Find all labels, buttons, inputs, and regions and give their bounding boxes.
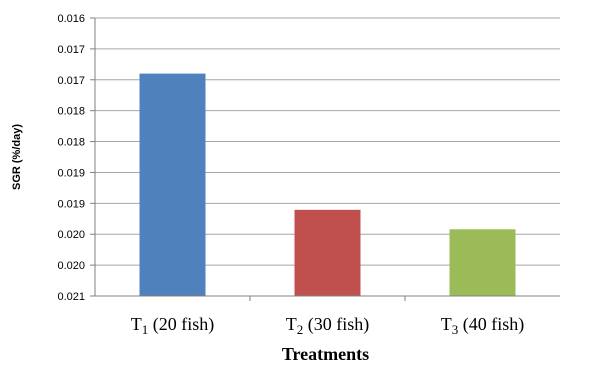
- y-tick-label: 0.016: [57, 13, 85, 25]
- y-tick-label: 0.020: [57, 229, 85, 241]
- y-tick-label: 0.020: [57, 260, 85, 272]
- y-tick-labels: 0.021 0.020 0.020 0.019 0.019 0.018 0.018 0.017…: [57, 13, 85, 303]
- y-tick-label: 0.018: [57, 137, 85, 149]
- y-tick-label: 0.017: [57, 44, 85, 56]
- bar: [294, 209, 361, 296]
- y-tick-label: 0.021: [57, 291, 85, 303]
- x-tick-label: T3 (40 fish): [441, 314, 525, 337]
- y-tick-label: 0.018: [57, 106, 85, 118]
- y-tick-label: 0.017: [57, 75, 85, 87]
- x-tick-label: T1 (20 fish): [131, 314, 215, 337]
- y-tick-label: 0.019: [57, 167, 85, 179]
- bar: [449, 229, 516, 296]
- axes: [94, 18, 560, 297]
- x-tick-label: T2 (30 fish): [286, 314, 370, 337]
- x-axis-title: Treatments: [282, 344, 369, 364]
- y-axis-title: SGR (%/day): [11, 124, 23, 190]
- bars: [139, 73, 516, 296]
- x-tick-labels: T1 (20 fish) T2 (30 fish) T3 (40 fish): [131, 314, 525, 337]
- bar: [139, 73, 206, 296]
- y-tick-label: 0.019: [57, 198, 85, 210]
